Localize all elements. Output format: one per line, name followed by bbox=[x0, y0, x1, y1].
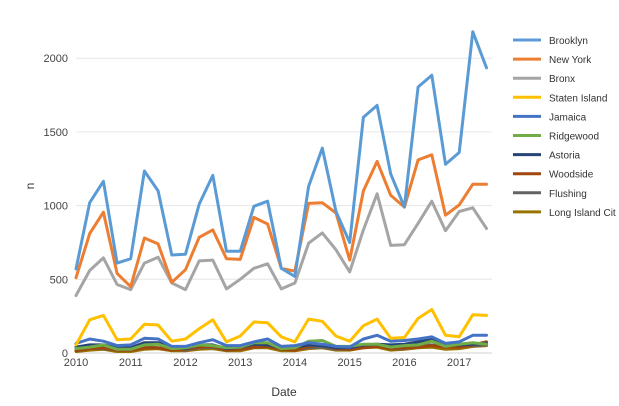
x-tick-label: 2015 bbox=[337, 357, 361, 369]
axes: 0 500 1000 1500 2000 2010 2011 2012 2013 2014 2015… bbox=[44, 53, 492, 369]
x-tick-label: 2013 bbox=[228, 357, 252, 369]
legend-label: Astoria bbox=[549, 151, 581, 162]
y-tick-label: 1500 bbox=[44, 127, 68, 139]
y-tick-label: 0 bbox=[62, 348, 68, 360]
x-tick-label: 2017 bbox=[447, 357, 471, 369]
legend-item-new-york: New York bbox=[513, 55, 592, 66]
legend-label: Flushing bbox=[549, 189, 587, 200]
y-axis-title: n bbox=[23, 183, 37, 190]
legend-item-staten-island: Staten Island bbox=[513, 93, 607, 104]
x-tick-label: 2010 bbox=[64, 357, 88, 369]
legend-label: Jamaica bbox=[549, 112, 587, 123]
x-tick-label: 2016 bbox=[392, 357, 416, 369]
y-tick-label: 1000 bbox=[44, 201, 68, 213]
series-lines bbox=[74, 30, 488, 353]
series-line-brooklyn bbox=[74, 30, 488, 278]
legend-item-long-island-cit: Long Island Cit bbox=[513, 208, 616, 219]
series-line-bronx bbox=[74, 192, 488, 297]
legend-label: Woodside bbox=[549, 170, 594, 181]
legend-item-bronx: Bronx bbox=[513, 74, 575, 85]
legend-label: Ridgewood bbox=[549, 132, 599, 143]
y-tick-label: 2000 bbox=[44, 53, 68, 65]
legend: Brooklyn New York Bronx Staten Island Jamaic… bbox=[513, 36, 616, 219]
legend-item-ridgewood: Ridgewood bbox=[513, 132, 599, 143]
legend-item-woodside: Woodside bbox=[513, 170, 594, 181]
legend-label: Brooklyn bbox=[549, 36, 588, 47]
legend-label: New York bbox=[549, 55, 592, 66]
series-line-jamaica bbox=[74, 333, 488, 349]
x-tick-label: 2011 bbox=[119, 357, 143, 369]
series-line-ridgewood bbox=[74, 339, 488, 351]
x-axis-title: Date bbox=[271, 385, 297, 399]
legend-item-astoria: Astoria bbox=[513, 151, 581, 162]
legend-label: Bronx bbox=[549, 74, 575, 85]
series-line-staten-island bbox=[74, 308, 488, 347]
y-tick-label: 500 bbox=[50, 274, 68, 286]
x-tick-label: 2014 bbox=[283, 357, 307, 369]
legend-item-brooklyn: Brooklyn bbox=[513, 36, 588, 47]
legend-label: Long Island Cit bbox=[549, 208, 616, 219]
legend-item-jamaica: Jamaica bbox=[513, 112, 587, 123]
x-tick-label: 2012 bbox=[173, 357, 197, 369]
legend-label: Staten Island bbox=[549, 93, 607, 104]
legend-item-flushing: Flushing bbox=[513, 189, 587, 200]
